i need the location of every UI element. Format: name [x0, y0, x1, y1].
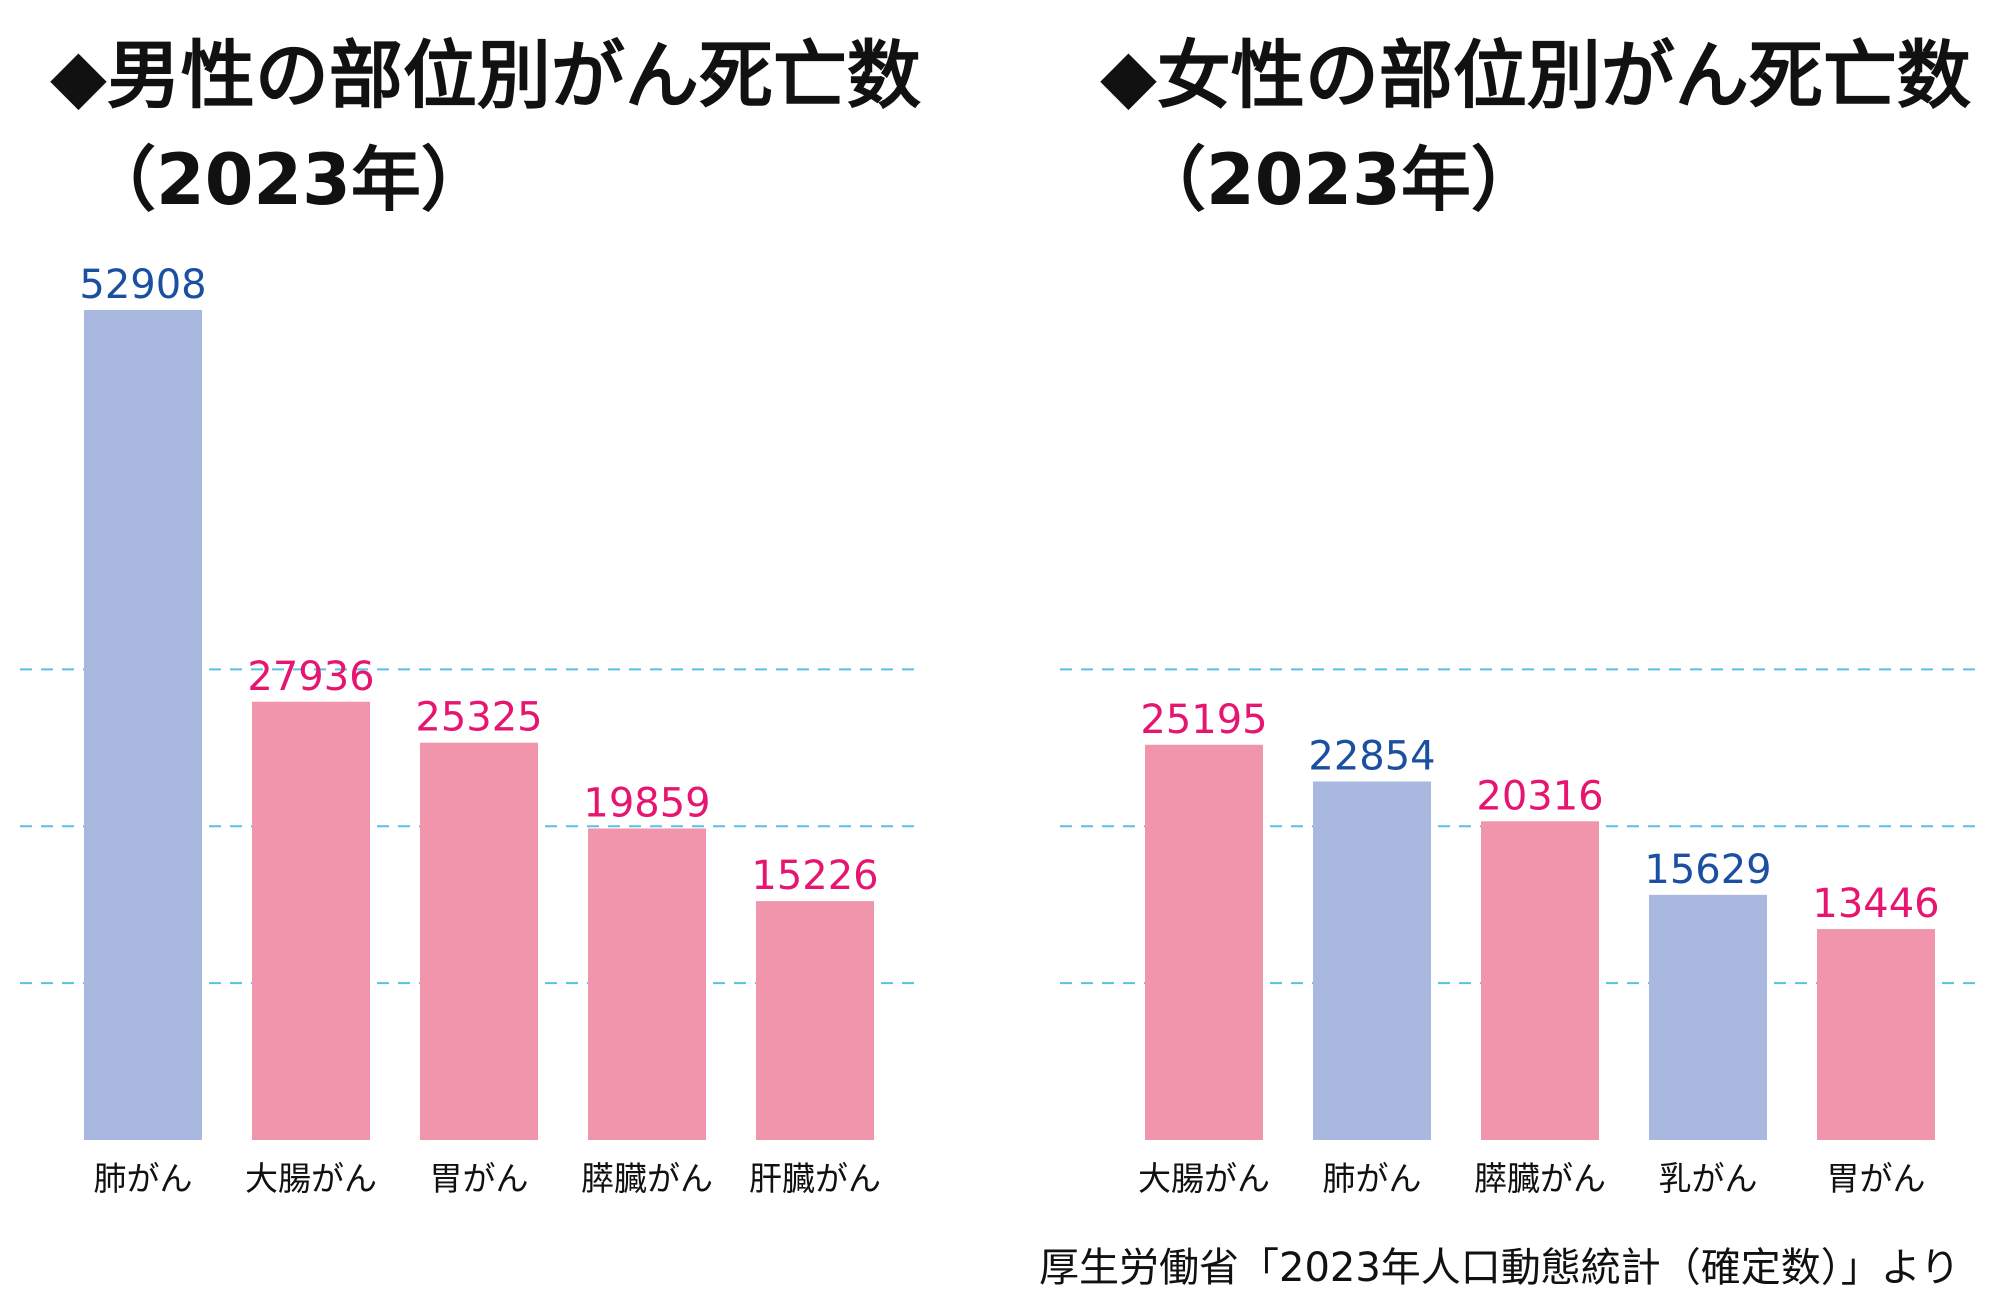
bar-female-3 — [1481, 821, 1599, 1140]
category-label: 膵臓がん — [1474, 1159, 1606, 1198]
bar-value-label: 15629 — [1644, 847, 1771, 893]
category-label: 胃がん — [430, 1159, 529, 1198]
bar-female-5 — [1817, 929, 1935, 1140]
category-label: 大腸がん — [245, 1159, 377, 1198]
category-label: 肺がん — [94, 1159, 193, 1198]
male-chart-panel: ◆男性の部位別がん死亡数 （2023年） 52908 肺がん 27936 大腸がん 25… — [20, 33, 921, 1198]
male-bar-chart: 52908 肺がん 27936 大腸がん 25325 胃がん 19859 膵臓がん 15226 肝… — [20, 262, 915, 1198]
bar-value-label: 19859 — [583, 780, 710, 826]
category-label: 肺がん — [1323, 1159, 1422, 1198]
male-chart-subtitle: （2023年） — [86, 139, 491, 221]
bar-female-2 — [1313, 781, 1431, 1140]
category-label: 大腸がん — [1138, 1159, 1270, 1198]
category-label: 肝臓がん — [749, 1159, 881, 1198]
bar-value-label: 25325 — [415, 695, 542, 741]
category-label: 膵臓がん — [581, 1159, 713, 1198]
bar-value-label: 52908 — [79, 262, 206, 308]
category-label: 乳がん — [1659, 1159, 1758, 1198]
bar-value-label: 25195 — [1140, 697, 1267, 743]
bar-value-label: 22854 — [1308, 733, 1435, 779]
bar-female-4 — [1649, 894, 1767, 1140]
bar-male-1 — [84, 310, 202, 1140]
female-chart-panel: ◆女性の部位別がん死亡数 （2023年） 25195 大腸がん 22854 肺がん 20… — [1050, 0, 2000, 1300]
bar-male-4 — [588, 828, 706, 1140]
bar-value-label: 13446 — [1812, 881, 1939, 927]
bar-male-5 — [756, 901, 874, 1140]
female-chart-title: ◆女性の部位別がん死亡数 — [1100, 33, 1971, 119]
source-note: 厚生労働省「2023年人口動態統計（確定数）」より — [1039, 1245, 1960, 1291]
male-chart-title: ◆男性の部位別がん死亡数 — [50, 33, 921, 119]
bar-value-label: 15226 — [751, 853, 878, 899]
category-label: 胃がん — [1827, 1159, 1926, 1198]
bar-female-1 — [1145, 744, 1263, 1140]
bar-value-label: 20316 — [1476, 773, 1603, 819]
bar-value-label: 27936 — [247, 654, 374, 700]
bar-male-2 — [252, 701, 370, 1140]
female-bar-chart: 25195 大腸がん 22854 肺がん 20316 膵臓がん 15629 乳がん 13446 胃… — [1060, 668, 1975, 1198]
bar-male-3 — [420, 742, 538, 1140]
female-chart-subtitle: （2023年） — [1136, 139, 1541, 221]
